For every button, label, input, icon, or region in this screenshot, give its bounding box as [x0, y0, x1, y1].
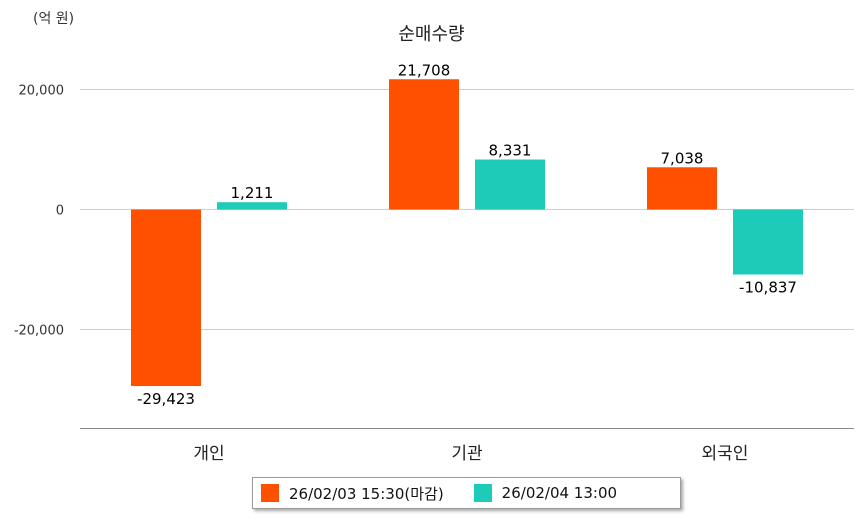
legend-item-series-2[interactable]: 26/02/04 13:00 [473, 484, 618, 502]
data-label: 8,331 [489, 142, 532, 160]
legend-label-series-2: 26/02/04 13:00 [501, 484, 618, 502]
legend-swatch-series-1 [261, 484, 279, 502]
bar [647, 167, 717, 210]
bar [475, 159, 545, 210]
data-label: 7,038 [661, 149, 704, 167]
bar [389, 79, 459, 210]
legend-label-series-1: 26/02/03 15:30(마감) [289, 484, 444, 503]
data-label: -29,423 [137, 390, 195, 408]
x-tick-label: 개인 [193, 444, 224, 464]
bar [217, 202, 287, 210]
x-tick-label: 외국인 [702, 444, 749, 464]
chart-title: 순매수량 [398, 24, 465, 45]
data-label: -10,837 [739, 279, 797, 297]
bar [131, 209, 201, 387]
bar-chart: 20,000 0 -20,000 -29,423 1,211 개인 21,708 8,331 기… [14, 61, 854, 464]
y-tick-label: 0 [56, 204, 64, 219]
bar [733, 209, 803, 275]
y-tick-label: -20,000 [14, 324, 64, 339]
legend: 26/02/03 15:30(마감) 26/02/04 13:00 [252, 477, 681, 509]
legend-item-series-1[interactable]: 26/02/03 15:30(마감) [261, 483, 444, 504]
y-unit-label: (억 원) [33, 11, 75, 27]
legend-swatch-series-2 [473, 484, 492, 502]
data-label: 21,708 [398, 61, 451, 79]
x-tick-label: 기관 [451, 444, 482, 464]
data-label: 1,211 [231, 184, 274, 202]
y-tick-label: 20,000 [19, 84, 65, 99]
